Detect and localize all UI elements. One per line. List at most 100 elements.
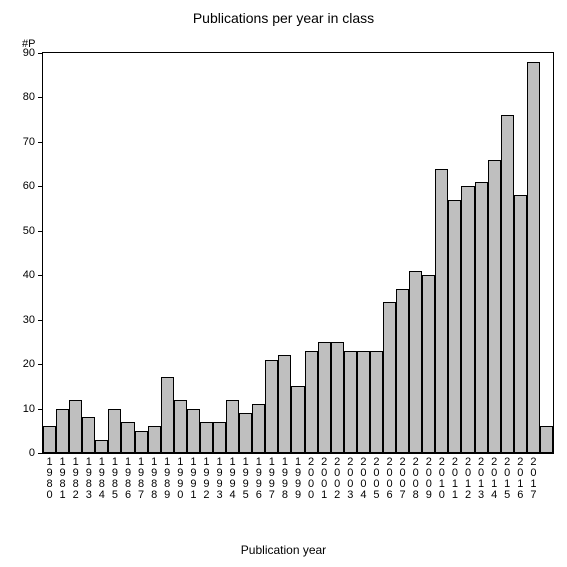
y-tick-mark <box>38 53 43 54</box>
x-tick-label: 2012 <box>464 457 472 501</box>
bar <box>148 426 161 453</box>
x-tick-label: 2017 <box>529 457 537 501</box>
bar <box>43 426 56 453</box>
bar <box>82 417 95 453</box>
x-tick-label: 1983 <box>85 457 93 501</box>
y-tick-label: 70 <box>23 136 35 148</box>
x-tick-label: 1988 <box>150 457 158 501</box>
bar <box>200 422 213 453</box>
bar <box>56 409 69 453</box>
x-tick-label: 1995 <box>242 457 250 501</box>
x-tick-label: 1986 <box>124 457 132 501</box>
y-tick-mark <box>38 364 43 365</box>
y-tick-label: 90 <box>23 47 35 59</box>
bar <box>409 271 422 453</box>
x-tick-label: 1987 <box>137 457 145 501</box>
y-tick-label: 20 <box>23 358 35 370</box>
bar <box>135 431 148 453</box>
bar <box>488 160 501 453</box>
bar <box>265 360 278 453</box>
bar <box>357 351 370 453</box>
bar <box>213 422 226 453</box>
x-tick-label: 2001 <box>320 457 328 501</box>
y-tick-label: 80 <box>23 91 35 103</box>
x-tick-label: 1993 <box>216 457 224 501</box>
bar <box>344 351 357 453</box>
x-tick-label: 1984 <box>98 457 106 501</box>
x-tick-label: 1989 <box>163 457 171 501</box>
bar <box>305 351 318 453</box>
x-tick-label: 2004 <box>359 457 367 501</box>
x-tick-label: 2005 <box>372 457 380 501</box>
plot-area: 0102030405060708090198019811982198319841… <box>42 52 554 454</box>
bar <box>121 422 134 453</box>
bar <box>396 289 409 453</box>
x-tick-label: 2014 <box>490 457 498 501</box>
bar <box>331 342 344 453</box>
x-tick-label: 1996 <box>255 457 263 501</box>
y-tick-mark <box>38 453 43 454</box>
bar <box>239 413 252 453</box>
y-tick-mark <box>38 142 43 143</box>
x-tick-label: 2007 <box>399 457 407 501</box>
x-tick-label: 2008 <box>412 457 420 501</box>
y-tick-label: 10 <box>23 403 35 415</box>
x-tick-label: 1990 <box>176 457 184 501</box>
y-tick-mark <box>38 409 43 410</box>
bar <box>187 409 200 453</box>
bar <box>448 200 461 453</box>
bar <box>370 351 383 453</box>
y-tick-mark <box>38 186 43 187</box>
bar <box>226 400 239 453</box>
x-tick-label: 2016 <box>516 457 524 501</box>
x-tick-label: 2009 <box>425 457 433 501</box>
x-tick-label: 1982 <box>72 457 80 501</box>
bar <box>475 182 488 453</box>
y-tick-label: 60 <box>23 180 35 192</box>
x-tick-label: 1994 <box>229 457 237 501</box>
bar <box>422 275 435 453</box>
bar <box>291 386 304 453</box>
y-tick-label: 50 <box>23 225 35 237</box>
bar <box>501 115 514 453</box>
bar <box>174 400 187 453</box>
x-tick-label: 1999 <box>294 457 302 501</box>
x-tick-label: 2015 <box>503 457 511 501</box>
x-tick-label: 1998 <box>281 457 289 501</box>
x-tick-label: 1992 <box>202 457 210 501</box>
x-tick-label: 2006 <box>386 457 394 501</box>
x-tick-label: 1981 <box>59 457 67 501</box>
bar <box>383 302 396 453</box>
x-tick-label: 1991 <box>189 457 197 501</box>
x-tick-label: 1985 <box>111 457 119 501</box>
bar <box>95 440 108 453</box>
bar <box>540 426 553 453</box>
y-tick-mark <box>38 97 43 98</box>
x-tick-label: 1997 <box>268 457 276 501</box>
y-tick-mark <box>38 231 43 232</box>
y-tick-label: 40 <box>23 269 35 281</box>
bar <box>278 355 291 453</box>
bar <box>108 409 121 453</box>
bar <box>527 62 540 453</box>
x-tick-label: 2013 <box>477 457 485 501</box>
chart-title: Publications per year in class <box>0 10 567 26</box>
x-tick-label: 2002 <box>333 457 341 501</box>
bar <box>514 195 527 453</box>
x-tick-label: 2000 <box>307 457 315 501</box>
chart-container: Publications per year in class #P 010203… <box>0 0 567 567</box>
y-tick-mark <box>38 275 43 276</box>
y-tick-mark <box>38 320 43 321</box>
bar <box>318 342 331 453</box>
bar <box>252 404 265 453</box>
x-tick-label: 1980 <box>46 457 54 501</box>
x-tick-label: 2011 <box>451 457 459 501</box>
x-axis-label: Publication year <box>0 543 567 557</box>
bar <box>461 186 474 453</box>
x-tick-label: 2003 <box>346 457 354 501</box>
bar <box>69 400 82 453</box>
bar <box>435 169 448 453</box>
bar <box>161 377 174 453</box>
y-tick-label: 0 <box>29 447 35 459</box>
x-tick-label: 2010 <box>438 457 446 501</box>
